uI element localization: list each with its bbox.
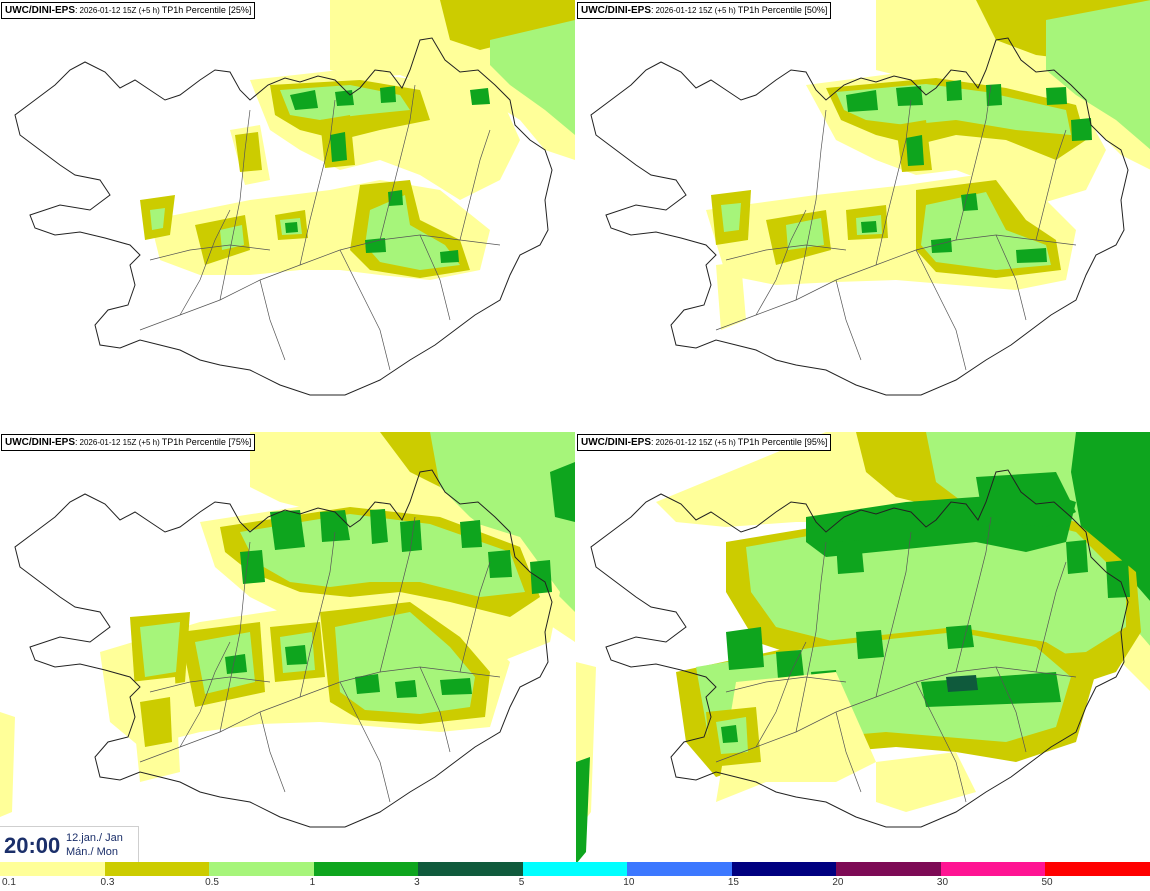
colorbar-tick-label: 5	[518, 877, 525, 888]
colorbar-segment	[0, 862, 105, 876]
colorbar-segment	[627, 862, 732, 876]
colorbar-tick-label: 20	[832, 877, 844, 888]
precip-colorbar	[0, 862, 1150, 876]
colorbar-segment	[1045, 862, 1150, 876]
colorbar-segment	[731, 862, 837, 876]
valid-date-line1: 12.jan./ Jan	[66, 832, 123, 844]
colorbar-segment	[522, 862, 628, 876]
product-name: TP1h Percentile [75%]	[161, 437, 252, 447]
colorbar-tick-label: 15	[727, 877, 739, 888]
colorbar-segment	[104, 862, 210, 876]
map-panel-75: UWC/DINI-EPS: 2026-01-12 15Z (+5 h) TP1h P…	[0, 432, 575, 864]
map-panel-25: UWC/DINI-EPS: 2026-01-12 15Z (+5 h) TP1h P…	[0, 0, 575, 432]
precip-map-75	[0, 432, 575, 828]
map-panel-95: UWC/DINI-EPS: 2026-01-12 15Z (+5 h) TP1h P…	[576, 432, 1150, 864]
colorbar-tick-label: 1	[309, 877, 316, 888]
colorbar-tick-label: 0.3	[100, 877, 115, 888]
precip-map-50	[590, 0, 1150, 396]
model-name: UWC/DINI-EPS	[5, 5, 75, 16]
model-name: UWC/DINI-EPS	[581, 5, 651, 16]
panel-title: UWC/DINI-EPS: 2026-01-12 15Z (+5 h) TP1h P…	[1, 434, 256, 451]
colorbar-segment	[940, 862, 1046, 876]
colorbar-segment	[836, 862, 941, 876]
valid-time: 20:00	[4, 833, 61, 858]
panel-title: UWC/DINI-EPS: 2026-01-12 15Z (+5 h) TP1h P…	[577, 434, 832, 451]
run-time: 2026-01-12 15Z (+5 h)	[655, 438, 736, 447]
colorbar-segment	[209, 862, 314, 876]
model-name: UWC/DINI-EPS	[581, 437, 651, 448]
colorbar-segment	[418, 862, 523, 876]
precip-map-95	[576, 432, 1150, 864]
valid-date-line2: Mán./ Mon	[66, 846, 118, 858]
run-time: 2026-01-12 15Z (+5 h)	[79, 438, 160, 447]
panel-divider-horizontal	[0, 431, 1150, 432]
colorbar-segment	[313, 862, 419, 876]
valid-time-box: 20:00 12.jan./ Jan Mán./ Mon	[0, 826, 139, 862]
colorbar-tick-label: 0.5	[205, 877, 219, 888]
product-name: TP1h Percentile [95%]	[737, 437, 828, 447]
colorbar-tick-label: 3	[414, 877, 420, 888]
product-name: TP1h Percentile [50%]	[737, 5, 828, 15]
run-time: 2026-01-12 15Z (+5 h)	[79, 6, 160, 15]
colorbar-tick-label: 30	[936, 877, 949, 888]
colorbar-labels: 0.1 0.3 0.5 1 3 5 10 15 20 30 50	[0, 876, 1150, 891]
map-panel-50: UWC/DINI-EPS: 2026-01-12 15Z (+5 h) TP1h P…	[576, 0, 1150, 432]
precip-map-25	[14, 0, 575, 396]
product-name: TP1h Percentile [25%]	[161, 5, 252, 15]
panel-title: UWC/DINI-EPS: 2026-01-12 15Z (+5 h) TP1h P…	[577, 2, 832, 19]
model-name: UWC/DINI-EPS	[5, 437, 75, 448]
colorbar-tick-label: 50	[1041, 877, 1053, 888]
colorbar-tick-label: 0.1	[2, 877, 16, 888]
panel-title: UWC/DINI-EPS: 2026-01-12 15Z (+5 h) TP1h P…	[1, 2, 256, 19]
colorbar-tick-label: 10	[623, 877, 635, 888]
run-time: 2026-01-12 15Z (+5 h)	[655, 6, 736, 15]
